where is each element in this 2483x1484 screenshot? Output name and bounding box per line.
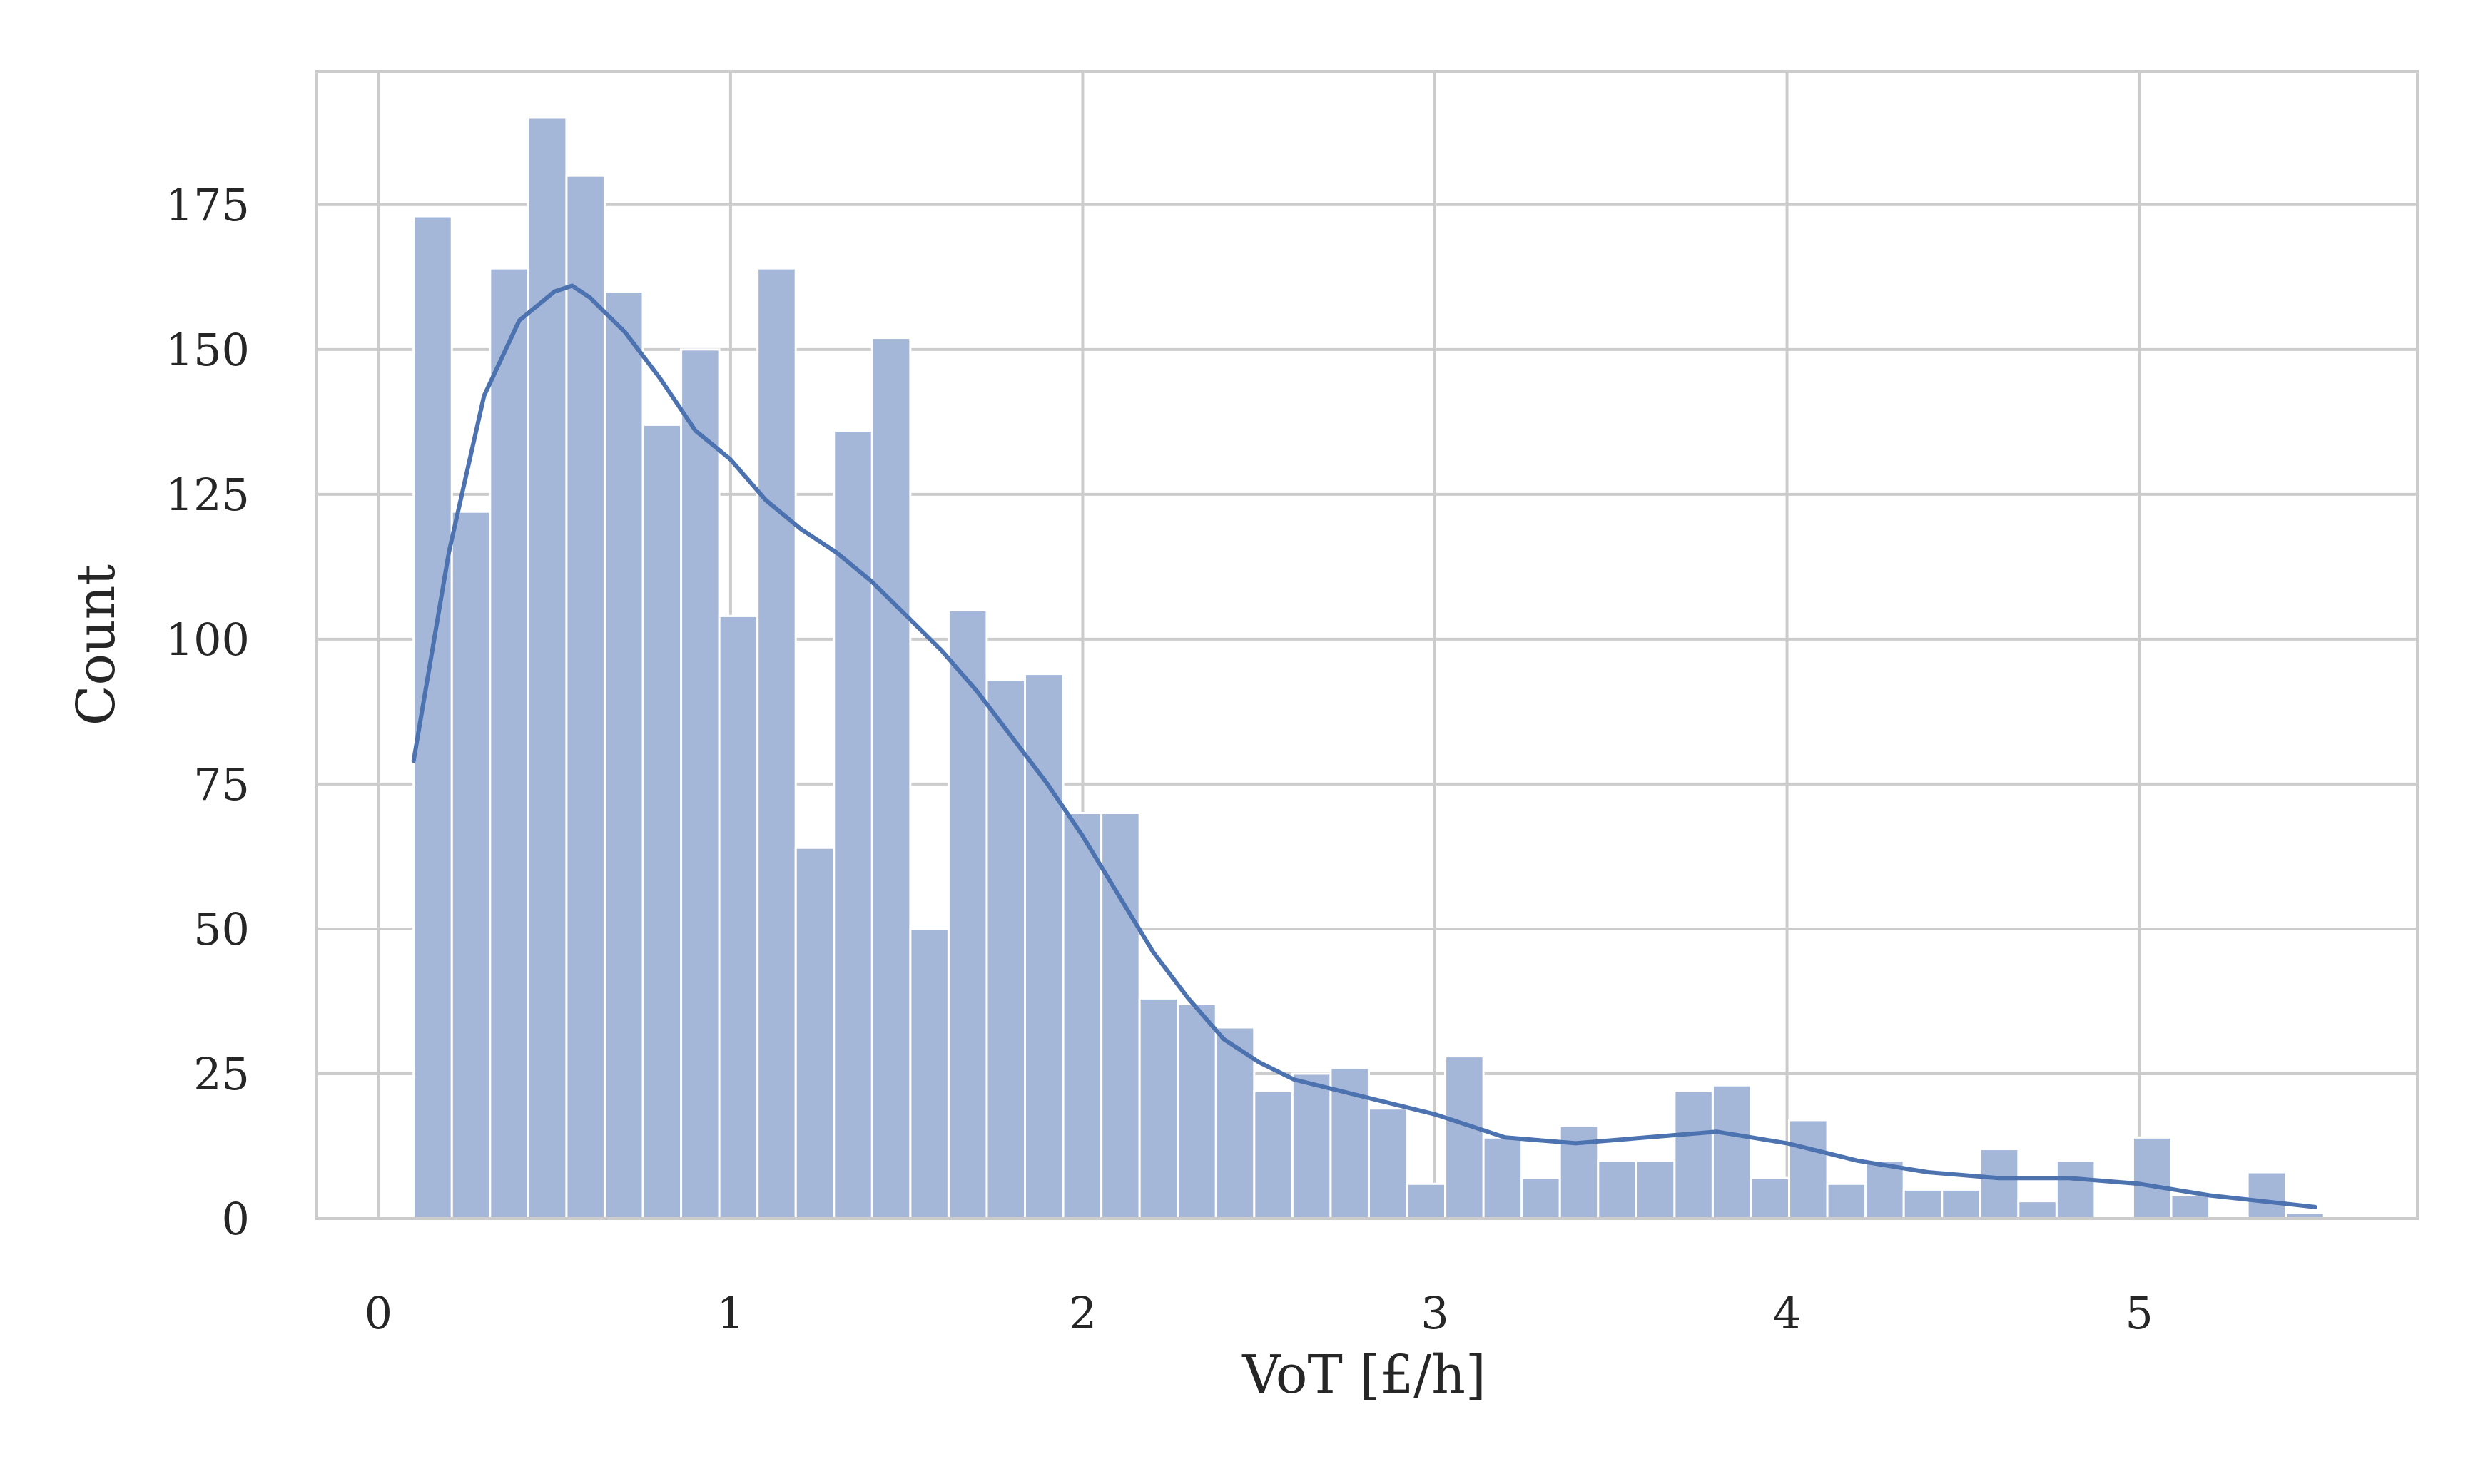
histogram-bar-25 (1367, 1107, 1408, 1220)
y-tick-label-6: 150 (166, 324, 250, 376)
histogram-bar-33 (1673, 1089, 1714, 1220)
histogram-bar-8 (718, 614, 759, 1220)
histogram-bar-41 (1979, 1148, 2020, 1220)
histogram-bar-16 (1024, 673, 1065, 1220)
histogram-bar-22 (1253, 1089, 1294, 1220)
histogram-bar-11 (833, 430, 873, 1220)
y-tick-label-0: 0 (222, 1193, 250, 1245)
histogram-bar-23 (1291, 1072, 1332, 1220)
kde-density-line (411, 283, 2317, 1209)
histogram-bar-2 (489, 267, 529, 1220)
histogram-bar-17 (1062, 812, 1103, 1220)
histogram-bar-12 (870, 337, 912, 1220)
histogram-bar-39 (1902, 1188, 1944, 1220)
histogram-bar-37 (1826, 1182, 1867, 1220)
histogram-bar-9 (756, 267, 797, 1220)
histogram-bar-46 (2170, 1194, 2211, 1220)
y-tick-labels: 0 25 50 75 100 125 150 175 (166, 179, 250, 1245)
histogram-bar-35 (1750, 1176, 1791, 1220)
histogram-bar-48 (2246, 1171, 2287, 1220)
histogram-bar-5 (603, 290, 644, 1220)
histogram-bar-21 (1214, 1026, 1256, 1220)
x-tick-label-5: 5 (2125, 1287, 2153, 1339)
histogram-bar-10 (794, 846, 836, 1220)
x-tick-label-3: 3 (1421, 1287, 1448, 1339)
histogram-bar-15 (985, 679, 1027, 1220)
histogram-bars (412, 116, 2325, 1220)
histogram-bar-36 (1788, 1119, 1829, 1220)
x-tick-label-1: 1 (716, 1287, 744, 1339)
y-tick-label-3: 75 (193, 758, 250, 810)
x-tick-labels: 0 1 2 3 4 5 (365, 1287, 2153, 1339)
histogram-bar-13 (909, 928, 950, 1220)
y-tick-label-5: 125 (166, 469, 250, 521)
histogram-bar-1 (450, 510, 492, 1220)
histogram-bar-7 (680, 348, 721, 1220)
histogram-bar-14 (947, 609, 988, 1220)
histogram-bar-19 (1138, 997, 1179, 1220)
histogram-bar-43 (2055, 1159, 2096, 1220)
y-tick-label-7: 175 (166, 179, 250, 231)
histogram-bar-26 (1406, 1182, 1447, 1220)
histogram-bar-20 (1177, 1003, 1217, 1220)
y-tick-label-4: 100 (166, 614, 250, 666)
y-tick-label-1: 25 (193, 1048, 250, 1100)
x-axis-label: VoT [£/h] (1242, 1344, 1486, 1406)
histogram-bar-3 (527, 116, 568, 1220)
histogram-bar-4 (565, 174, 606, 1220)
histogram-bar-34 (1711, 1084, 1752, 1220)
histogram-bar-40 (1941, 1188, 1981, 1220)
histogram-bar-31 (1597, 1159, 1637, 1220)
histogram-bar-45 (2131, 1136, 2173, 1220)
histogram-bar-6 (641, 423, 683, 1220)
histogram-bar-29 (1520, 1176, 1561, 1220)
y-axis-label: Count (66, 564, 127, 726)
histogram-bar-42 (2017, 1200, 2058, 1220)
x-tick-label-2: 2 (1069, 1287, 1097, 1339)
histogram-bar-27 (1444, 1055, 1485, 1220)
x-tick-label-4: 4 (1773, 1287, 1801, 1339)
y-tick-label-2: 50 (193, 903, 250, 955)
plot-frame (315, 70, 2419, 1220)
histogram-bar-28 (1482, 1136, 1523, 1220)
histogram-bar-32 (1635, 1159, 1676, 1220)
x-tick-label-0: 0 (365, 1287, 392, 1339)
